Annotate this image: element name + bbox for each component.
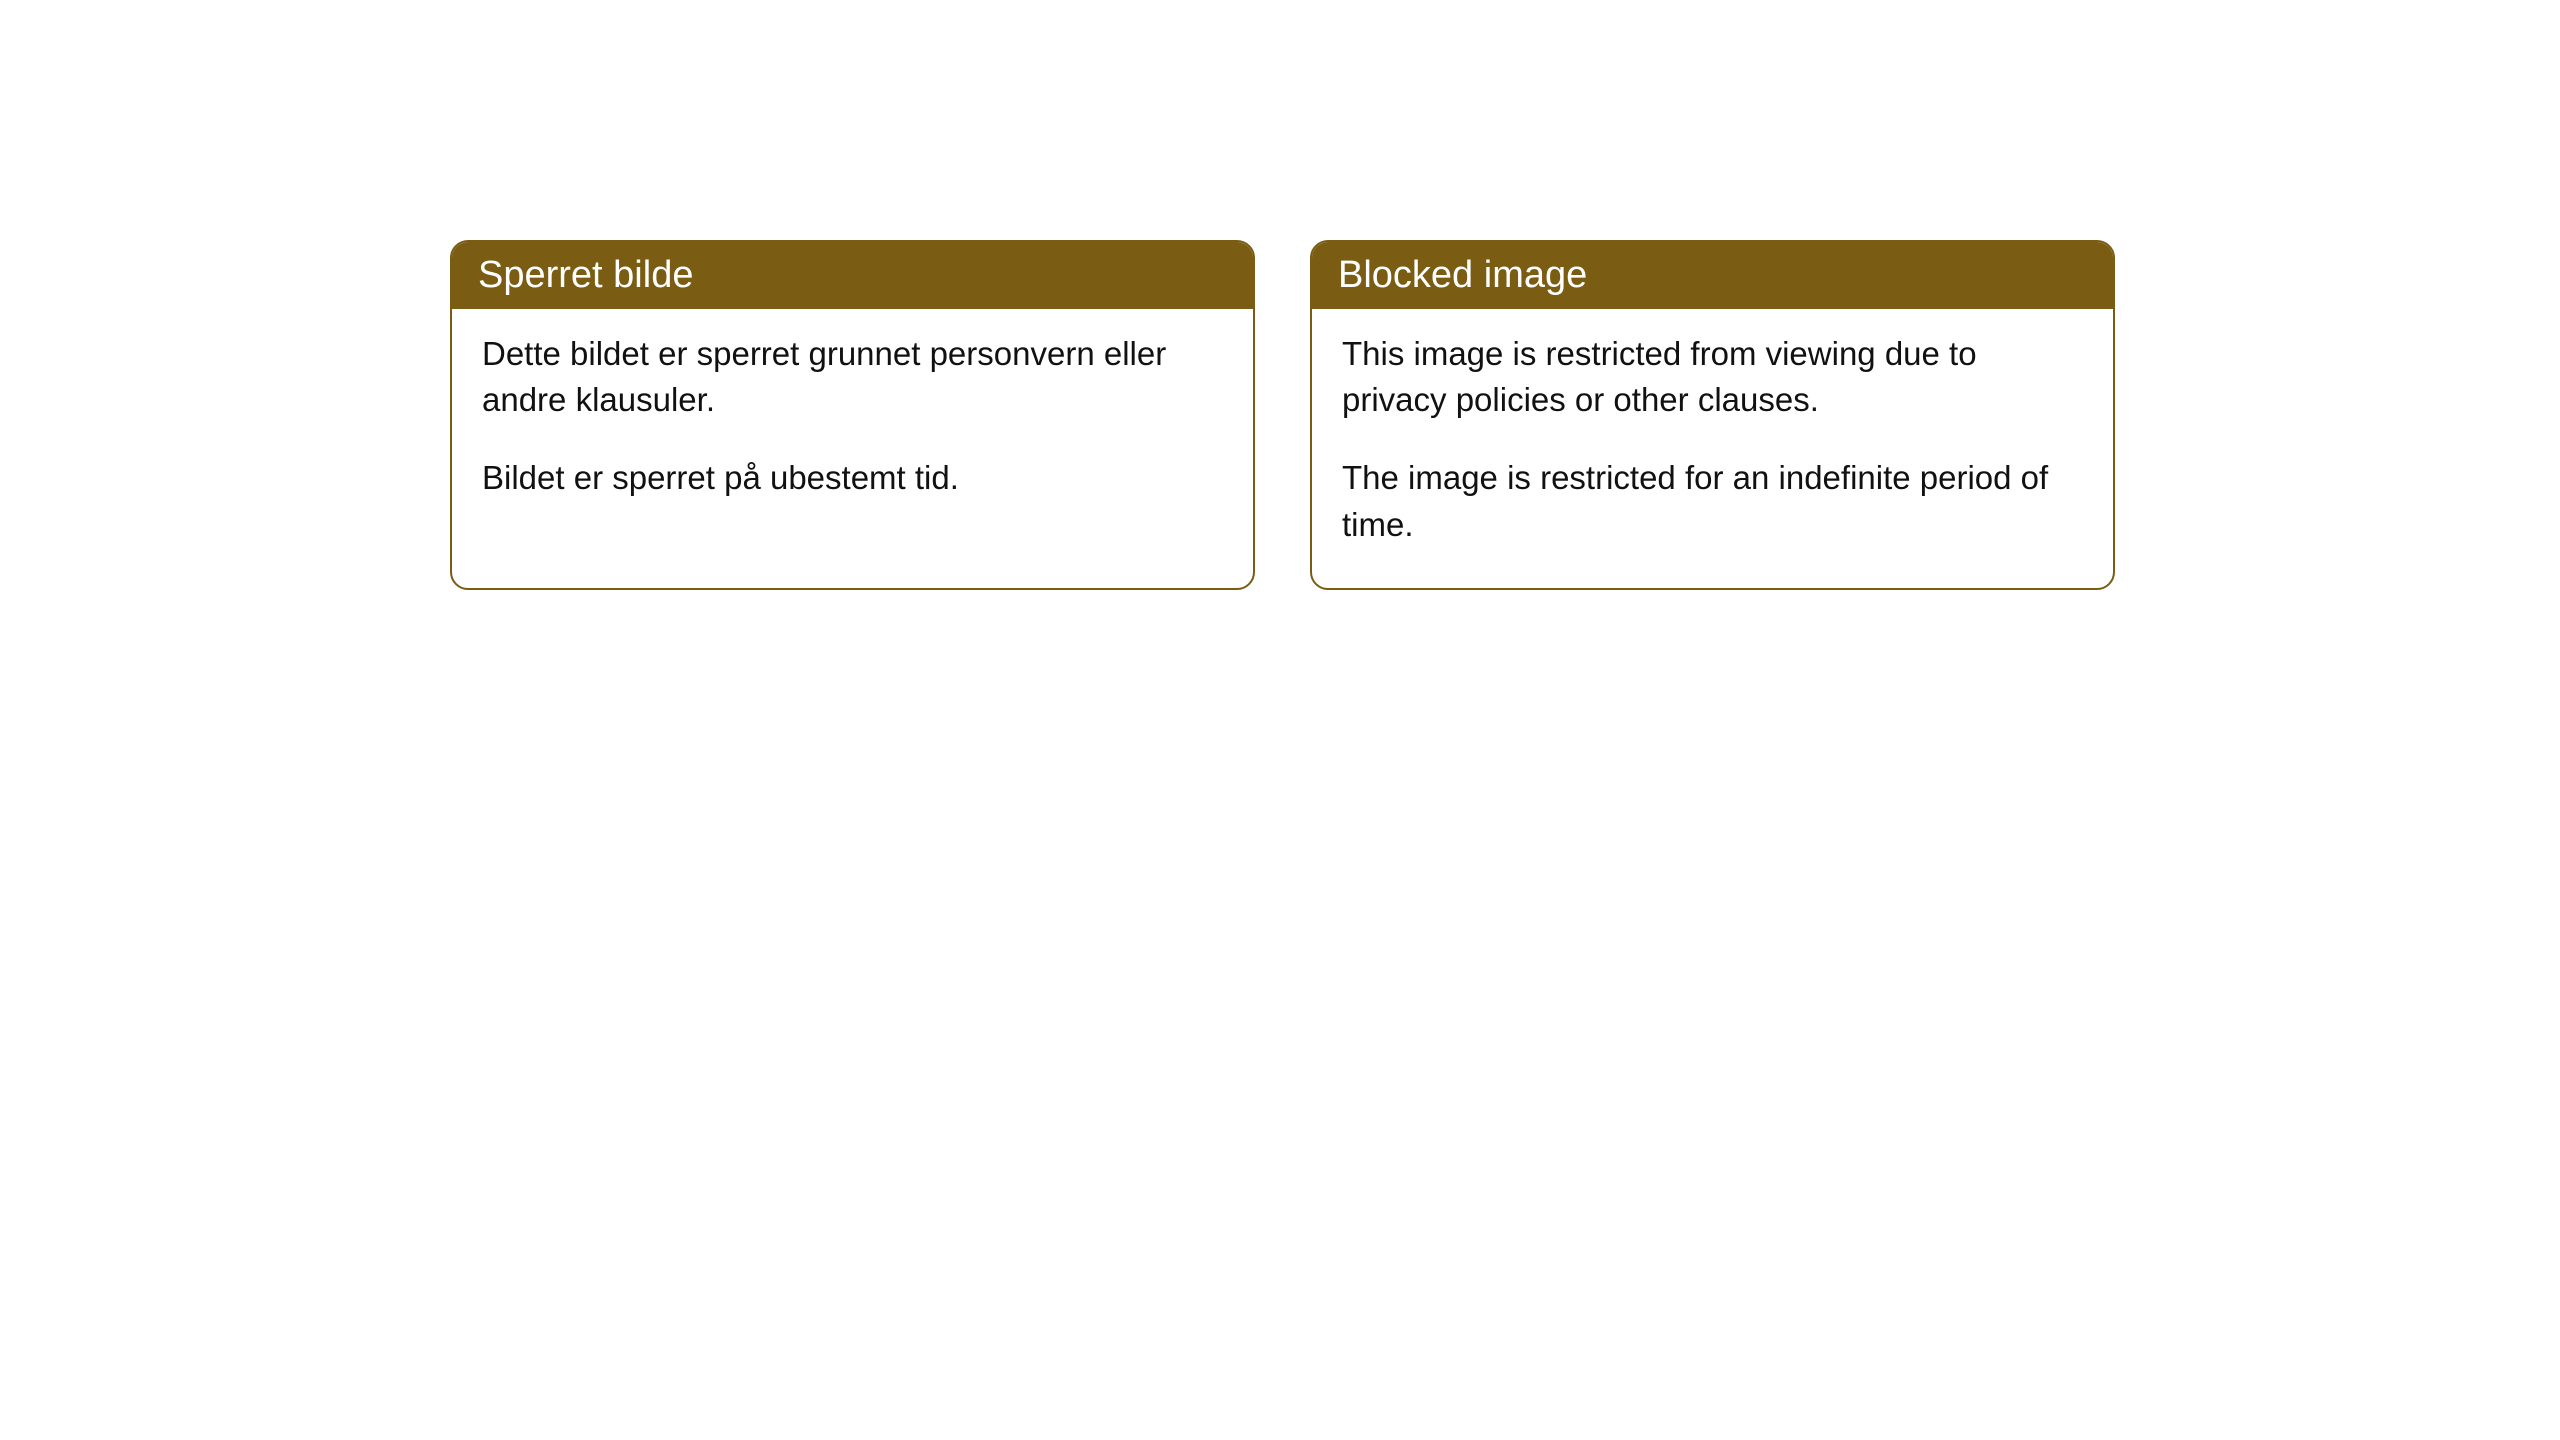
notice-card-english: Blocked image This image is restricted f… bbox=[1310, 240, 2115, 590]
notice-container: Sperret bilde Dette bildet er sperret gr… bbox=[0, 0, 2560, 590]
card-paragraph: This image is restricted from viewing du… bbox=[1342, 331, 2083, 423]
card-title: Sperret bilde bbox=[478, 254, 693, 296]
card-paragraph: Dette bildet er sperret grunnet personve… bbox=[482, 331, 1223, 423]
card-title: Blocked image bbox=[1338, 254, 1587, 296]
notice-card-norwegian: Sperret bilde Dette bildet er sperret gr… bbox=[450, 240, 1255, 590]
card-body: Dette bildet er sperret grunnet personve… bbox=[452, 309, 1253, 542]
card-paragraph: The image is restricted for an indefinit… bbox=[1342, 455, 2083, 547]
card-header: Blocked image bbox=[1312, 242, 2113, 309]
card-paragraph: Bildet er sperret på ubestemt tid. bbox=[482, 455, 1223, 501]
card-body: This image is restricted from viewing du… bbox=[1312, 309, 2113, 588]
card-header: Sperret bilde bbox=[452, 242, 1253, 309]
